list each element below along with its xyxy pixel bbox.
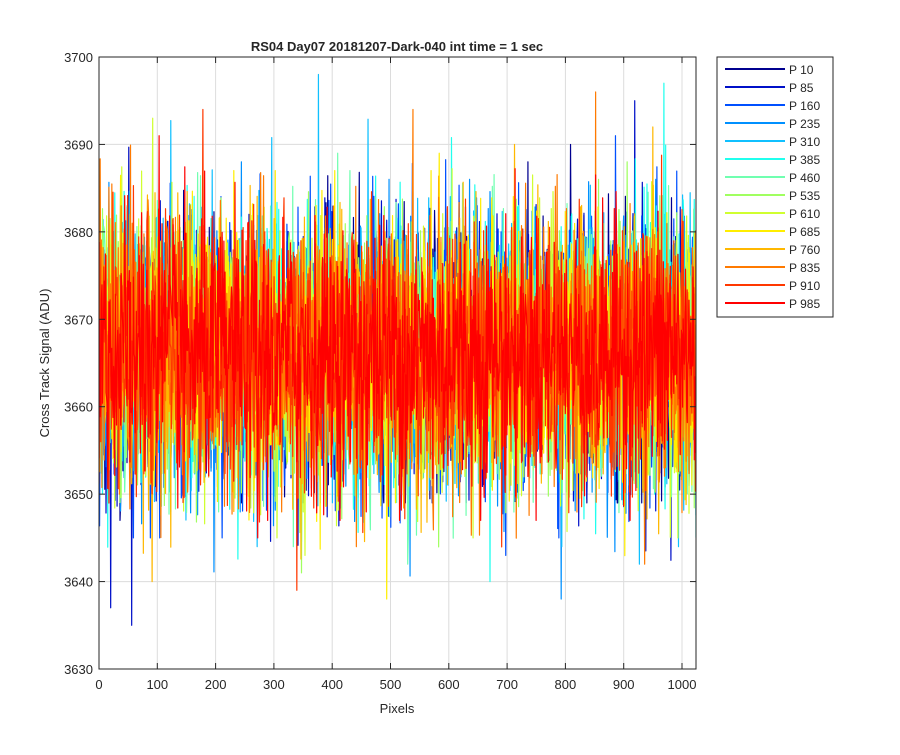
- legend-label: P 835: [789, 261, 820, 275]
- axes: 0 100 200 300 400 500 600 700 800 900 1000 3630 3640…: [64, 50, 696, 692]
- legend-item: P 685: [725, 225, 820, 239]
- legend-label: P 310: [789, 135, 820, 149]
- legend-item: P 310: [725, 135, 820, 149]
- chart-title: RS04 Day07 20181207-Dark-040 int time = …: [251, 39, 543, 54]
- y-tick-label: 3650: [64, 487, 93, 502]
- x-tick-label: 800: [555, 677, 577, 692]
- x-axis-label: Pixels: [380, 701, 415, 716]
- legend-label: P 610: [789, 207, 820, 221]
- legend-label: P 985: [789, 297, 820, 311]
- legend-item: P 535: [725, 189, 820, 203]
- series-group: [99, 73, 696, 626]
- y-tick-label: 3670: [64, 312, 93, 327]
- series-line: [99, 135, 696, 539]
- legend-item: P 460: [725, 171, 820, 185]
- x-tick-label: 0: [95, 677, 102, 692]
- y-tick-label: 3700: [64, 50, 93, 65]
- y-tick-label: 3690: [64, 137, 93, 152]
- legend-label: P 235: [789, 117, 820, 131]
- x-tick-label: 300: [263, 677, 285, 692]
- plot-area-border: [98, 56, 697, 670]
- x-tick-label: 200: [205, 677, 227, 692]
- x-tick-label: 900: [613, 677, 635, 692]
- legend-label: P 535: [789, 189, 820, 203]
- legend: P 10 P 85 P 160 P 235 P 310 P 385 P 460 P 535 P …: [716, 56, 834, 318]
- x-tick-label: 500: [380, 677, 402, 692]
- legend-label: P 685: [789, 225, 820, 239]
- legend-item: P 910: [725, 279, 820, 293]
- legend-item: P 160: [725, 99, 820, 113]
- x-tick-label: 1000: [668, 677, 697, 692]
- y-tick-label: 3630: [64, 662, 93, 677]
- legend-label: P 460: [789, 171, 820, 185]
- x-tick-label: 700: [496, 677, 518, 692]
- y-tick-label: 3660: [64, 400, 93, 415]
- legend-item: P 385: [725, 153, 820, 167]
- y-tick-label: 3680: [64, 225, 93, 240]
- legend-item: P 760: [725, 243, 820, 257]
- legend-item: P 10: [725, 63, 814, 77]
- legend-label: P 160: [789, 99, 820, 113]
- x-tick-label: 100: [146, 677, 168, 692]
- legend-label: P 85: [789, 81, 814, 95]
- legend-label: P 910: [789, 279, 820, 293]
- legend-item: P 610: [725, 207, 820, 221]
- legend-item: P 985: [725, 297, 820, 311]
- legend-label: P 10: [789, 63, 814, 77]
- y-tick-label: 3640: [64, 575, 93, 590]
- x-tick-label: 400: [321, 677, 343, 692]
- legend-label: P 760: [789, 243, 820, 257]
- y-axis-label: Cross Track Signal (ADU): [37, 289, 52, 438]
- legend-item: P 235: [725, 117, 820, 131]
- legend-item: P 835: [725, 261, 820, 275]
- x-tick-label: 600: [438, 677, 460, 692]
- legend-item: P 85: [725, 81, 814, 95]
- legend-box: [716, 56, 834, 318]
- legend-label: P 385: [789, 153, 820, 167]
